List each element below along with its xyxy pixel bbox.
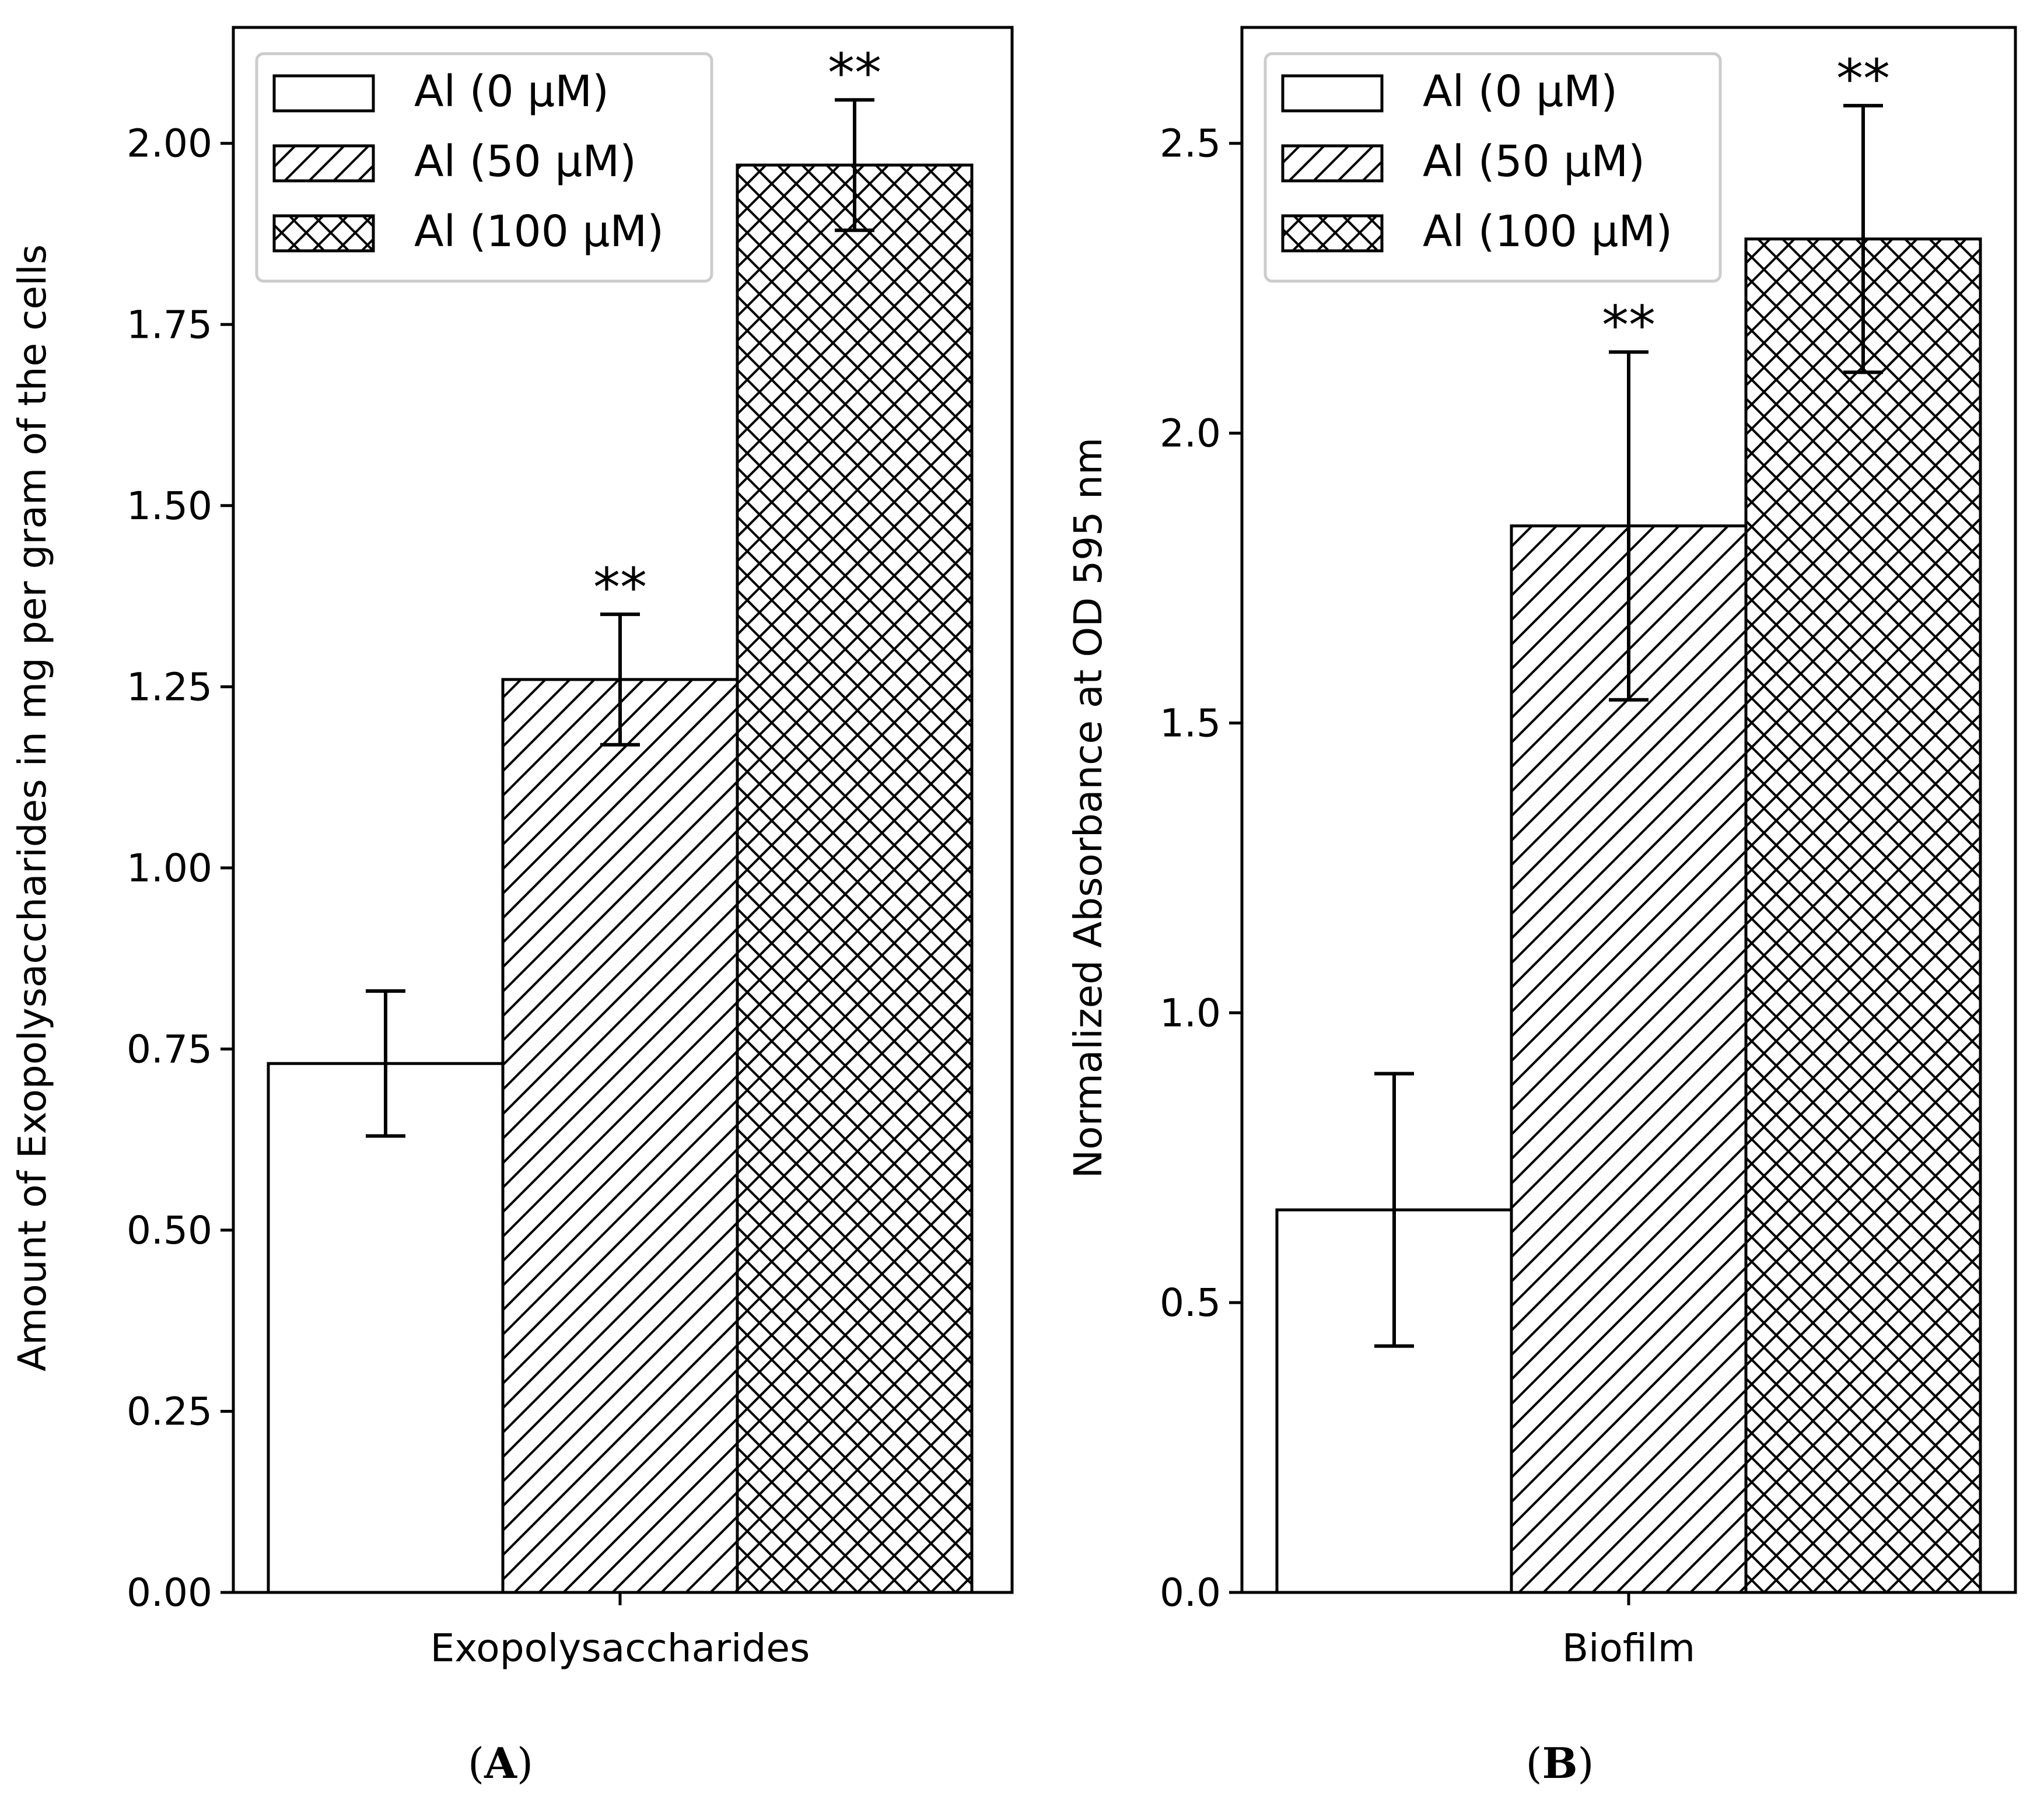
y-tick-label: 0.0 — [1160, 1570, 1221, 1615]
y-tick-label: 1.50 — [127, 484, 212, 528]
y-tick-label: 0.25 — [127, 1389, 212, 1434]
y-tick-label: 1.75 — [127, 302, 212, 347]
y-axis-label: Amount of Exopolysaccharides in mg per g… — [10, 244, 55, 1371]
panel-label-letter: B — [1542, 1738, 1578, 1788]
bar — [501, 678, 739, 1594]
chart-panel-a: ** ** 0.00 0.25 0.50 0.75 1.00 1.25 1.50 1.75 2.00… — [10, 26, 1014, 1788]
panel-label-paren: ( — [1525, 1739, 1542, 1788]
legend-label: Al (100 μM) — [1423, 206, 1672, 257]
y-tick-label: 0.50 — [127, 1208, 212, 1253]
y-tick-label: 0.00 — [127, 1570, 212, 1615]
y-tick-label: 1.0 — [1160, 990, 1221, 1035]
y-tick-label: 1.5 — [1160, 701, 1221, 745]
panel-label-paren: ) — [517, 1739, 533, 1788]
legend-label: Al (0 μM) — [1423, 66, 1618, 117]
y-tick-label: 2.5 — [1160, 121, 1221, 166]
axes-frame — [232, 26, 1014, 1594]
bar — [1744, 237, 1982, 1594]
significance-label: ** — [1602, 294, 1656, 356]
y-tick-label: 2.0 — [1160, 411, 1221, 456]
y-axis-label: Normalized Absorbance at OD 595 nm — [1066, 437, 1111, 1178]
legend-label: Al (50 μM) — [414, 136, 636, 187]
y-tick-label: 0.75 — [127, 1027, 212, 1072]
y-tick-label: 2.00 — [127, 121, 212, 166]
panel-label: (B) — [1525, 1738, 1594, 1788]
bar — [267, 1062, 505, 1594]
chart-panel-b: ** ** 0.0 0.5 1.0 1.5 2.0 2.5 Biofilm Normalized … — [1066, 26, 2017, 1788]
legend-label: Al (50 μM) — [1423, 136, 1645, 187]
legend-label: Al (100 μM) — [414, 206, 664, 257]
panel-label: (A) — [468, 1738, 533, 1788]
x-tick-label: Biofilm — [1562, 1626, 1695, 1671]
panel-label-paren: ( — [468, 1739, 484, 1788]
panel-label-paren: ) — [1577, 1739, 1594, 1788]
legend-label: Al (0 μM) — [414, 66, 609, 117]
y-tick-label: 1.25 — [127, 664, 212, 709]
y-tick-label: 1.00 — [127, 846, 212, 891]
panel-label-letter: A — [484, 1738, 517, 1788]
legend-swatch — [1281, 74, 1384, 113]
significance-label: ** — [1836, 48, 1890, 110]
bar — [736, 163, 974, 1594]
bar — [1510, 524, 1748, 1594]
legend-swatch — [272, 74, 375, 113]
legend-swatch — [272, 214, 375, 253]
legend-swatch — [1281, 144, 1384, 183]
significance-label: ** — [828, 42, 881, 104]
legend-swatch — [272, 144, 375, 183]
y-tick-label: 0.5 — [1160, 1280, 1221, 1325]
legend-swatch — [1281, 214, 1384, 253]
x-tick-label: Exopolysaccharides — [430, 1626, 810, 1671]
significance-label: ** — [593, 556, 647, 619]
